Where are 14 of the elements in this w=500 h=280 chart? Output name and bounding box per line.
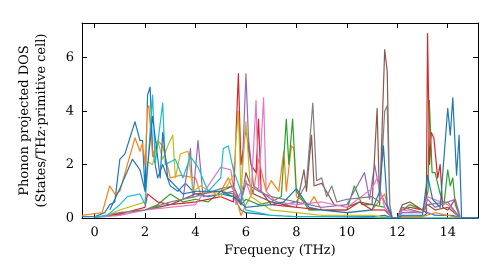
x-tick-label: 10 bbox=[338, 225, 356, 240]
x-tick-label: 6 bbox=[242, 225, 250, 240]
x-tick-label: 0 bbox=[90, 225, 99, 240]
x-tick-label: 2 bbox=[140, 225, 150, 240]
y-tick-label: 0 bbox=[66, 210, 74, 226]
x-tick-label: 8 bbox=[292, 225, 301, 240]
y-tick-label: 2 bbox=[66, 157, 74, 172]
x-tick-label: 12 bbox=[389, 225, 406, 240]
x-tick-label: 14 bbox=[439, 225, 456, 240]
y-axis-title: Phonon projected DOS (States/THz·primitive cell) bbox=[17, 33, 49, 208]
x-axis-title: Frequency (THz) bbox=[224, 242, 336, 258]
y-tick-label: 6 bbox=[66, 50, 74, 66]
x-tick-label: 4 bbox=[191, 225, 200, 240]
y-tick-label: 4 bbox=[66, 104, 74, 119]
